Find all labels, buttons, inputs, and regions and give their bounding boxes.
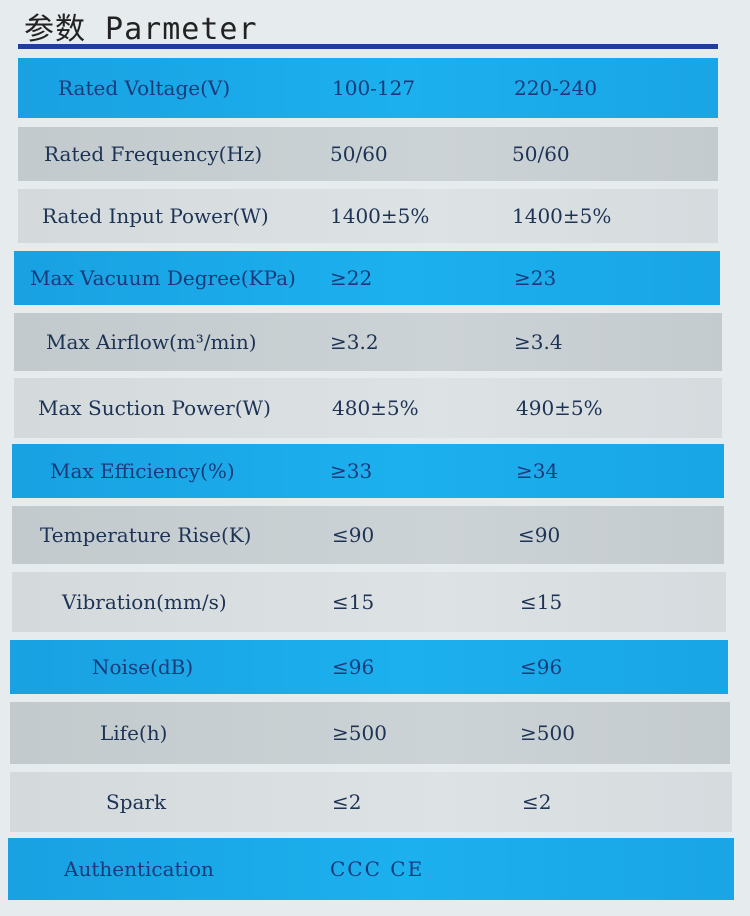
- value-100-127v: ≤90: [332, 523, 375, 547]
- page-header: 参数 Parmeter: [0, 0, 750, 60]
- table-row: Rated Frequency(Hz) 50/60 50/60: [18, 127, 718, 181]
- value-220-240v: ≤90: [518, 523, 561, 547]
- table-row: Max Vacuum Degree(KPa) ≥22 ≥23: [14, 251, 720, 305]
- row-label: Temperature Rise(K): [40, 523, 252, 547]
- table-row: Vibration(mm/s) ≤15 ≤15: [12, 572, 726, 632]
- value-100-127v: 1400±5%: [330, 204, 430, 228]
- table-row: Rated Input Power(W) 1400±5% 1400±5%: [18, 189, 718, 243]
- value-220-240v: 490±5%: [516, 396, 603, 420]
- value-100-127v: ≤96: [332, 655, 375, 679]
- row-label: Max Efficiency(%): [50, 459, 235, 483]
- row-label: Rated Voltage(V): [58, 76, 231, 100]
- value-100-127v: 100-127: [332, 76, 416, 100]
- row-label: Rated Input Power(W): [42, 204, 269, 228]
- row-label: Spark: [106, 790, 167, 814]
- row-label: Max Airflow(m³/min): [46, 330, 257, 354]
- row-label: Rated Frequency(Hz): [44, 142, 263, 166]
- value-220-240v: ≥23: [514, 266, 557, 290]
- value-220-240v: ≤96: [520, 655, 563, 679]
- value-220-240v: ≥500: [520, 721, 575, 745]
- value-100-127v: ≥3.2: [330, 330, 379, 354]
- value-220-240v: 1400±5%: [512, 204, 612, 228]
- table-row: Life(h) ≥500 ≥500: [10, 702, 730, 764]
- value-100-127v: ≥22: [330, 266, 373, 290]
- value-220-240v: ≥3.4: [514, 330, 563, 354]
- table-row: Max Efficiency(%) ≥33 ≥34: [12, 444, 724, 498]
- authentication-row: Authentication CCC CE: [8, 838, 734, 900]
- authentication-label: Authentication: [64, 857, 214, 881]
- row-label: Vibration(mm/s): [62, 590, 227, 614]
- row-label: Max Vacuum Degree(KPa): [30, 266, 296, 290]
- value-220-240v: 220-240: [514, 76, 598, 100]
- value-220-240v: ≤2: [522, 790, 552, 814]
- page-title: 参数 Parmeter: [24, 12, 258, 47]
- row-label: Life(h): [100, 721, 168, 745]
- value-100-127v: 50/60: [330, 142, 388, 166]
- table-row: Max Suction Power(W) 480±5% 490±5%: [14, 378, 722, 438]
- table-row: Spark ≤2 ≤2: [10, 772, 732, 832]
- table-row: Temperature Rise(K) ≤90 ≤90: [12, 506, 724, 564]
- value-100-127v: ≥500: [332, 721, 387, 745]
- value-220-240v: 50/60: [512, 142, 570, 166]
- authentication-value: CCC CE: [330, 857, 425, 881]
- table-row: Noise(dB) ≤96 ≤96: [10, 640, 728, 694]
- value-220-240v: ≥34: [516, 459, 559, 483]
- table-row: Max Airflow(m³/min) ≥3.2 ≥3.4: [14, 313, 722, 371]
- row-label: Max Suction Power(W): [38, 396, 271, 420]
- value-100-127v: ≤15: [332, 590, 375, 614]
- table-row: Rated Voltage(V) 100-127 220-240: [18, 58, 718, 118]
- value-220-240v: ≤15: [520, 590, 563, 614]
- row-label: Noise(dB): [92, 655, 194, 679]
- value-100-127v: 480±5%: [332, 396, 419, 420]
- value-100-127v: ≤2: [332, 790, 362, 814]
- title-rule: [18, 44, 718, 49]
- value-100-127v: ≥33: [330, 459, 373, 483]
